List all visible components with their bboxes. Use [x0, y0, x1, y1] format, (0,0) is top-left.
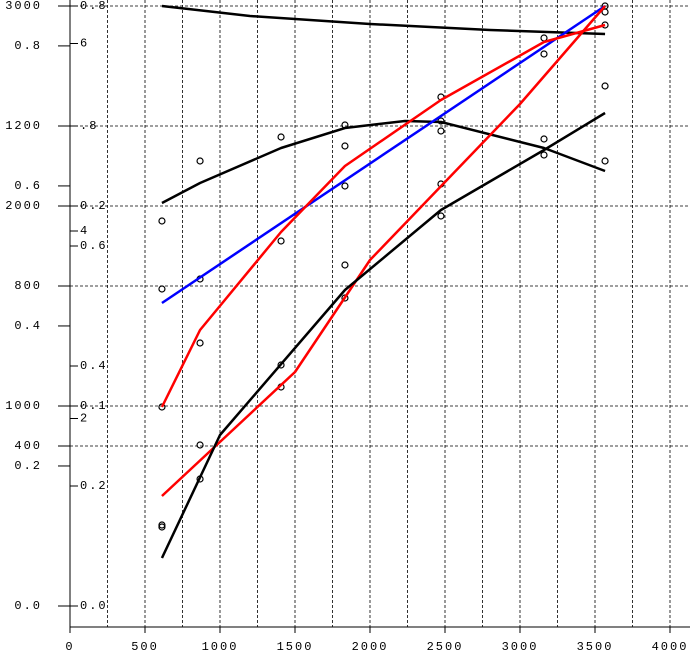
y-tick-label: 0.2 — [80, 199, 108, 213]
data-point — [601, 8, 609, 16]
y-tick-label: 0.8 — [14, 39, 42, 53]
y-tick-label: 2 — [80, 412, 89, 426]
x-tick-label: 2000 — [352, 640, 389, 654]
data-point — [437, 127, 445, 135]
data-point — [601, 157, 609, 165]
data-point — [540, 135, 548, 143]
y-tick-label: 0.8 — [80, 0, 108, 13]
data-point — [341, 261, 349, 269]
x-tick-label: 500 — [131, 640, 159, 654]
x-tick-label: 3000 — [502, 640, 539, 654]
y-tick-label: 0.2 — [80, 479, 108, 493]
y-tick-label: 1000 — [5, 399, 42, 413]
data-point — [341, 182, 349, 190]
data-point — [158, 217, 166, 225]
data-point — [540, 151, 548, 159]
x-tick-label: 4000 — [652, 640, 689, 654]
x-tick-label: 1500 — [277, 640, 314, 654]
data-point — [540, 34, 548, 42]
x-tick-label: 1000 — [202, 640, 239, 654]
data-point — [158, 521, 166, 529]
y-tick-label: 400 — [14, 439, 42, 453]
x-tick-label: 2500 — [427, 640, 464, 654]
data-point — [196, 441, 204, 449]
y-tick-label: 0.0 — [80, 599, 108, 613]
data-point — [277, 361, 285, 369]
data-point — [341, 142, 349, 150]
data-point — [196, 339, 204, 347]
y-tick-label: 0.4 — [80, 359, 108, 373]
y-tick-label: 0.4 — [14, 319, 42, 333]
data-point — [437, 212, 445, 220]
data-point — [540, 50, 548, 58]
y-tick-label: 0.1 — [80, 399, 108, 413]
fit-line — [160, 23, 606, 408]
fit-line — [161, 4, 606, 36]
data-point — [158, 403, 166, 411]
fit-line — [161, 5, 606, 497]
y-tick-label: 0.2 — [14, 459, 42, 473]
y-tick-label: 0.6 — [80, 239, 108, 253]
y-tick-label: 800 — [14, 279, 42, 293]
data-point — [341, 294, 349, 302]
y-tick-label: 6 — [80, 37, 89, 51]
fit-line — [161, 4, 606, 305]
data-point — [158, 523, 166, 531]
data-point — [601, 82, 609, 90]
y-tick-label: 0.6 — [14, 179, 42, 193]
y-tick-label: 2000 — [5, 199, 42, 213]
x-tick-label: 3500 — [577, 640, 614, 654]
y-tick-label: 1200 — [5, 119, 42, 133]
fit-line — [160, 111, 606, 559]
y-tick-label: 4 — [80, 224, 89, 238]
data-point — [277, 133, 285, 141]
y-tick-label: .8 — [80, 119, 98, 133]
y-tick-label: 0.0 — [14, 599, 42, 613]
data-point — [158, 285, 166, 293]
fit-line — [161, 119, 606, 205]
data-point — [277, 237, 285, 245]
x-tick-label: 0 — [65, 640, 74, 654]
data-point — [196, 157, 204, 165]
y-tick-label: 3000 — [5, 0, 42, 13]
